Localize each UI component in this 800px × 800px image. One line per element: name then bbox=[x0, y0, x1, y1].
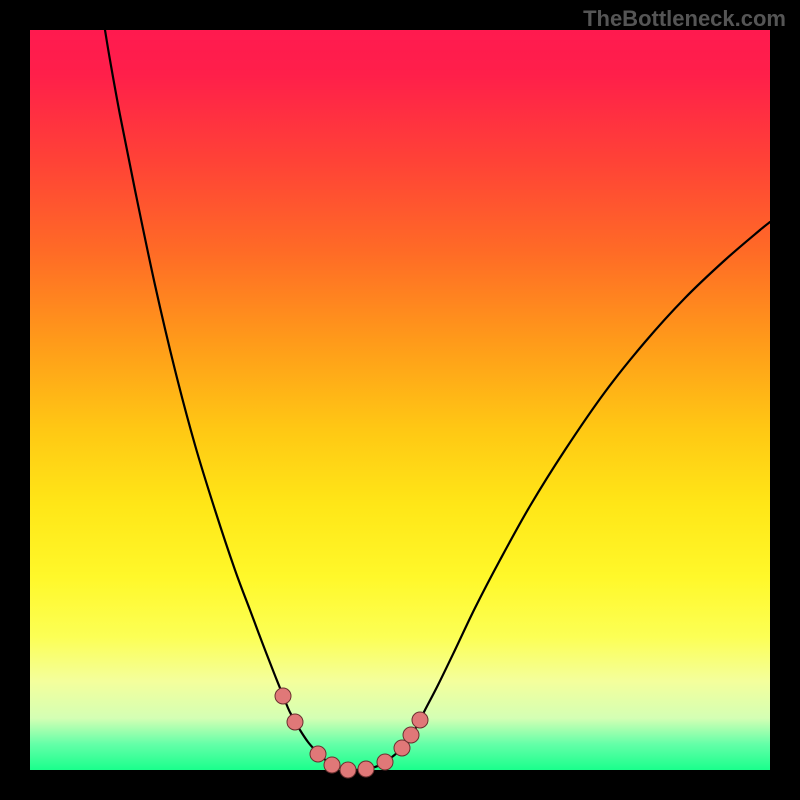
curve-marker bbox=[324, 757, 340, 773]
curve-marker bbox=[275, 688, 291, 704]
curve-marker bbox=[340, 762, 356, 778]
curve-marker bbox=[358, 761, 374, 777]
curve-marker bbox=[310, 746, 326, 762]
bottleneck-curve-layer bbox=[30, 30, 770, 770]
curve-marker bbox=[403, 727, 419, 743]
plot-area bbox=[30, 30, 770, 770]
curve-left bbox=[105, 30, 352, 770]
curve-markers bbox=[275, 688, 428, 778]
curve-marker bbox=[287, 714, 303, 730]
curve-right bbox=[352, 222, 770, 770]
curve-marker bbox=[377, 754, 393, 770]
chart-frame: TheBottleneck.com bbox=[0, 0, 800, 800]
watermark-text: TheBottleneck.com bbox=[583, 6, 786, 32]
curve-marker bbox=[412, 712, 428, 728]
